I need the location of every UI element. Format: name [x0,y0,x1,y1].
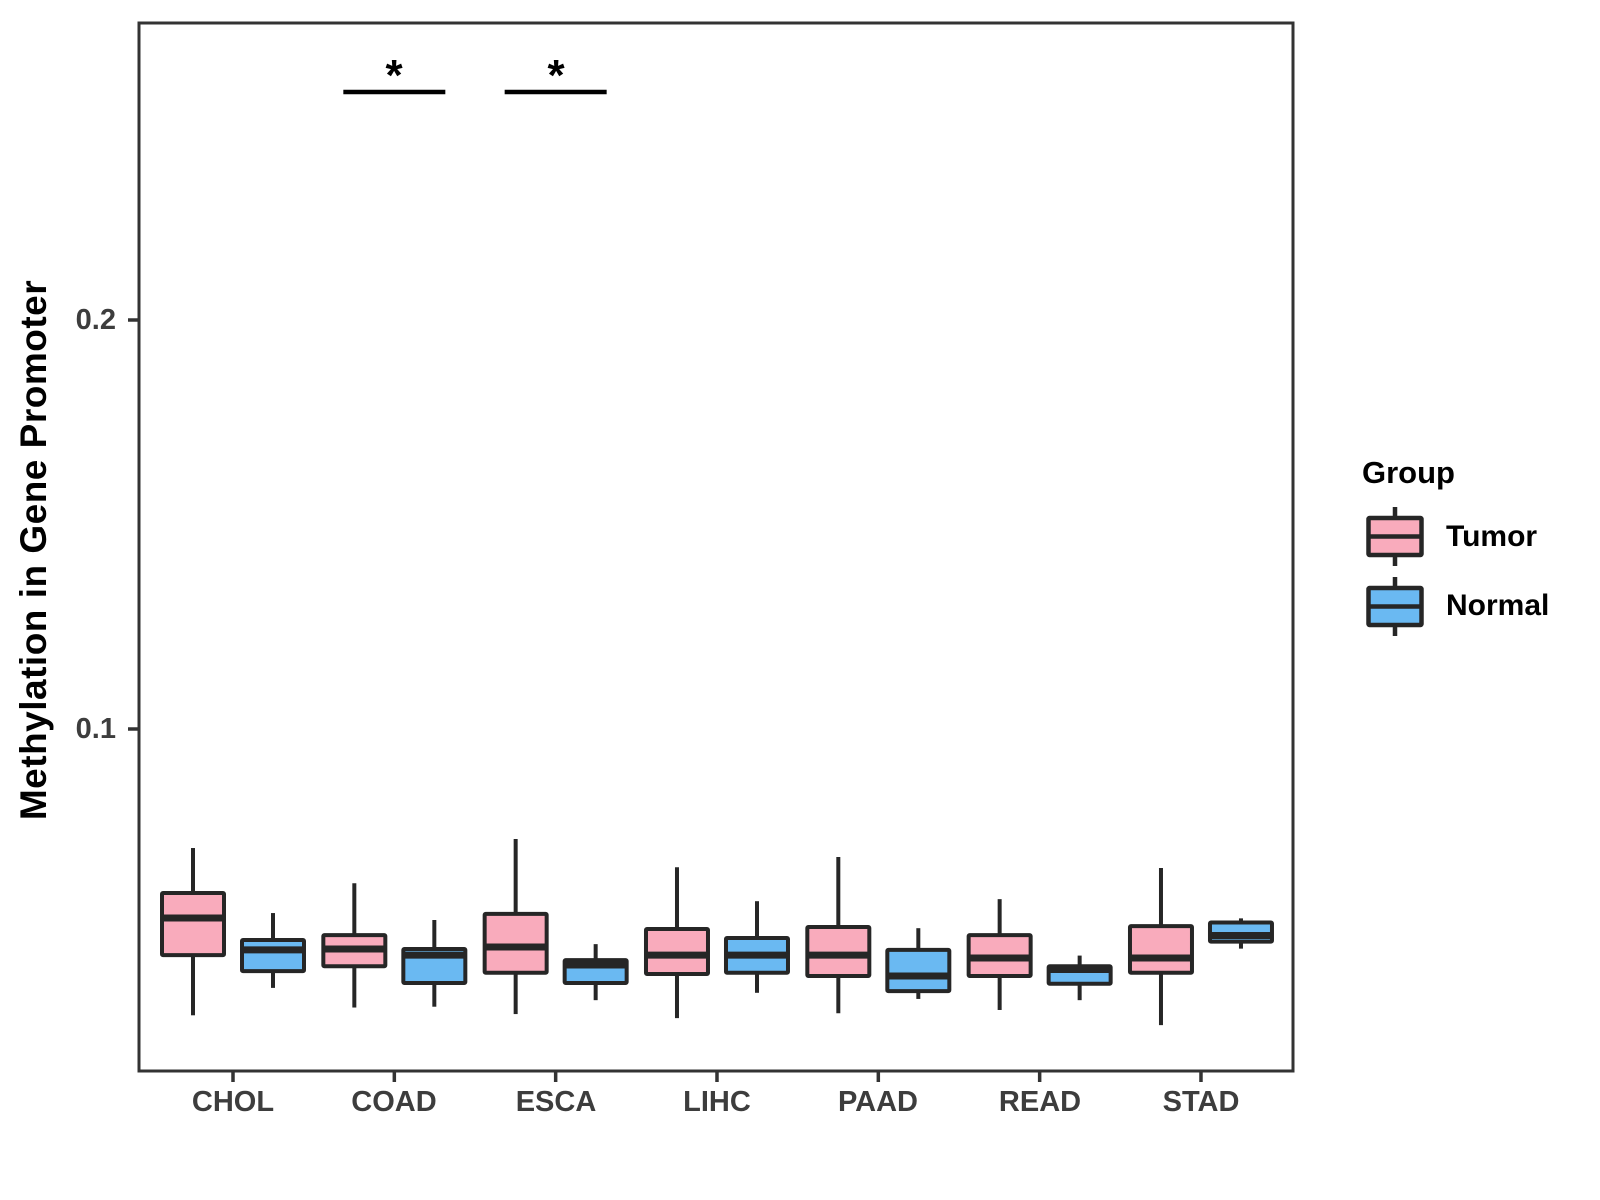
legend-title: Group [1362,455,1455,490]
x-tick-label-esca: ESCA [515,1086,597,1118]
y-tick-label-0-1: 0.1 [75,713,116,745]
significance-star-esca: * [547,51,565,100]
x-tick-label-lihc: LIHC [683,1086,751,1118]
x-tick-label-stad: STAD [1162,1086,1240,1118]
legend-label-tumor: Tumor [1446,520,1538,553]
significance-star-coad: * [385,51,403,100]
x-tick-label-paad: PAAD [837,1086,919,1118]
y-tick-label-0-2: 0.2 [75,304,116,336]
x-tick-label-coad: COAD [351,1086,437,1118]
x-tick-label-read: READ [998,1086,1082,1118]
legend-label-normal: Normal [1446,589,1550,622]
x-tick-label-chol: CHOL [191,1086,275,1118]
